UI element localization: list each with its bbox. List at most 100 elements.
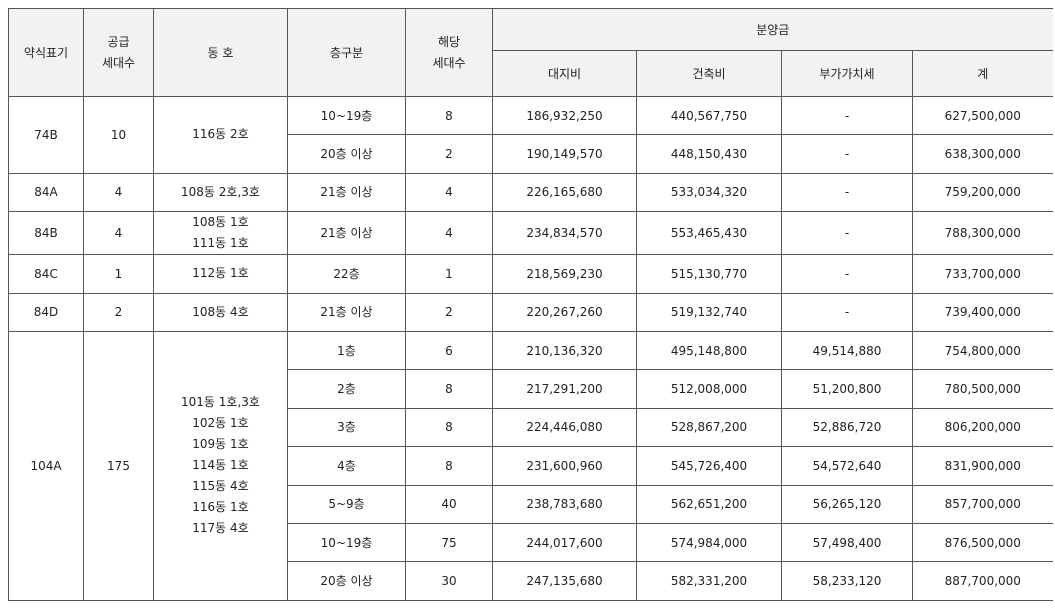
vat-cell: 57,498,400 [781,522,913,563]
building-price-cell: 553,465,430 [636,211,782,256]
dongho-line: 112동 1호 [192,266,249,281]
dongho-cell: 108동 1호 111동 1호 [153,211,288,256]
building-price-cell: 515,130,770 [636,254,782,294]
floor-cell: 5~9층 [287,484,406,524]
type-cell: 84C [8,254,84,294]
header-building: 건축비 [636,50,782,97]
land-price-cell: 238,783,680 [492,484,637,524]
dongho-line: 102동 1호 [192,416,249,431]
dongho-cell: 101동 1호,3호 102동 1호 109동 1호 114동 1호 115동 4호 11… [153,330,288,601]
total-price-cell: 739,400,000 [912,292,1053,332]
dongho-line: 116동 1호 [192,500,249,515]
header-total: 계 [912,50,1053,97]
table-row: 3층 8 224,446,080 528,867,200 52,886,720 806,2… [9,407,1053,448]
header-units-line-1: 해당 [437,34,461,49]
building-price-cell: 545,726,400 [636,446,782,486]
type-cell: 84D [8,292,84,332]
vat-cell: - [781,172,913,213]
floor-cell: 21층 이상 [287,211,406,256]
units-cell: 2 [405,134,493,174]
dongho-line: 108동 2호,3호 [181,184,260,199]
dongho-line: 117동 4호 [192,521,249,536]
supply-units-cell: 175 [83,330,154,601]
table-row: 84A 4 108동 2호,3호 21층 이상 4 226,165,680 533,034,… [8,172,1053,213]
table-body: 74B 10 116동 2호 10~19층 8 186,932,250 440,567,75… [8,95,1053,601]
dongho-line: 111동 1호 [192,236,249,251]
land-price-cell: 186,932,250 [492,95,637,136]
total-price-cell: 831,900,000 [912,446,1053,486]
dongho-line: 116동 2호 [192,127,249,142]
land-price-cell: 244,017,600 [492,522,637,563]
units-cell: 75 [405,522,493,563]
units-cell: 8 [405,95,493,136]
vat-cell: 58,233,120 [781,561,913,601]
supply-units-cell: 1 [83,254,154,294]
vat-cell: 52,886,720 [781,407,913,448]
building-price-cell: 519,132,740 [636,292,782,332]
units-cell: 4 [405,172,493,213]
units-cell: 2 [405,292,493,332]
vat-cell: 54,572,640 [781,446,913,486]
table-row: 104A 175 101동 1호,3호 102동 1호 109동 1호 114동 1호 11… [8,330,1053,601]
total-price-cell: 857,700,000 [912,484,1053,524]
land-price-cell: 247,135,680 [492,561,637,601]
floor-cell: 3층 [287,407,406,448]
vat-cell: - [781,254,913,294]
supply-units-cell: 10 [83,96,154,174]
table-row: 20층 이상 30 247,135,680 582,331,200 58,233,120… [9,561,1053,601]
floor-cell: 10~19층 [287,522,406,563]
floor-cell: 22층 [287,254,406,294]
dongho-line: 115동 4호 [192,479,249,494]
units-cell: 4 [405,211,493,256]
dongho-line: 109동 1호 [192,437,249,452]
land-price-cell: 217,291,200 [492,369,637,409]
total-price-cell: 627,500,000 [912,95,1053,136]
table-row: 84C 1 112동 1호 22층 1 218,569,230 515,130,770-73… [8,254,1053,294]
vat-cell: - [781,292,913,332]
dongho-line: 101동 1호,3호 [181,395,260,410]
table-row: 5~9층 40 238,783,680 562,651,200 56,265,120 85… [9,484,1053,524]
vat-cell: 51,200,800 [781,369,913,409]
total-price-cell: 733,700,000 [912,254,1053,294]
total-price-cell: 754,800,000 [912,330,1053,371]
table-row: 74B 10 116동 2호 10~19층 8 186,932,250 440,567,75… [8,95,1053,174]
land-price-cell: 218,569,230 [492,254,637,294]
type-cell: 74B [8,96,84,174]
dongho-cell: 108동 2호,3호 [153,172,288,213]
building-price-cell: 448,150,430 [636,134,782,174]
total-price-cell: 638,300,000 [912,134,1053,174]
header-supply-units: 공급 세대수 [83,8,154,97]
header-supply-line-1: 공급 [107,34,130,49]
total-price-cell: 780,500,000 [912,369,1053,409]
floor-cell: 20층 이상 [287,134,406,174]
units-cell: 8 [405,407,493,448]
vat-cell: 49,514,880 [781,330,913,371]
price-table: 약식표기 공급 세대수 동 호 층구분 해당 세대수 분양금 대지비 건축비 부… [8,8,1053,601]
units-cell: 40 [405,484,493,524]
dongho-cell: 112동 1호 [153,254,288,294]
table-row: 20층 이상 2 190,149,570 448,150,430-638,300,00… [9,134,1053,174]
supply-units-cell: 4 [83,172,154,213]
floor-cell: 4층 [287,446,406,486]
building-price-cell: 512,008,000 [636,369,782,409]
dongho-cell: 116동 2호 [153,96,288,174]
floor-cell: 21층 이상 [287,172,406,213]
units-cell: 30 [405,561,493,601]
dongho-cell: 108동 4호 [153,292,288,332]
building-price-cell: 574,984,000 [636,522,782,563]
header-vat: 부가가치세 [781,50,913,97]
total-price-cell: 759,200,000 [912,172,1053,213]
land-price-cell: 224,446,080 [492,407,637,448]
building-price-cell: 440,567,750 [636,95,782,136]
building-price-cell: 495,148,800 [636,330,782,371]
dongho-line: 108동 1호 [192,215,249,230]
land-price-cell: 231,600,960 [492,446,637,486]
header-land: 대지비 [492,50,637,97]
units-cell: 8 [405,369,493,409]
dongho-line: 108동 4호 [192,304,249,319]
units-cell: 1 [405,254,493,294]
type-cell: 84A [8,172,84,213]
header-units-line-2: 세대수 [432,55,466,70]
total-price-cell: 788,300,000 [912,211,1053,256]
table-header: 약식표기 공급 세대수 동 호 층구분 해당 세대수 분양금 대지비 건축비 부… [8,8,1053,97]
